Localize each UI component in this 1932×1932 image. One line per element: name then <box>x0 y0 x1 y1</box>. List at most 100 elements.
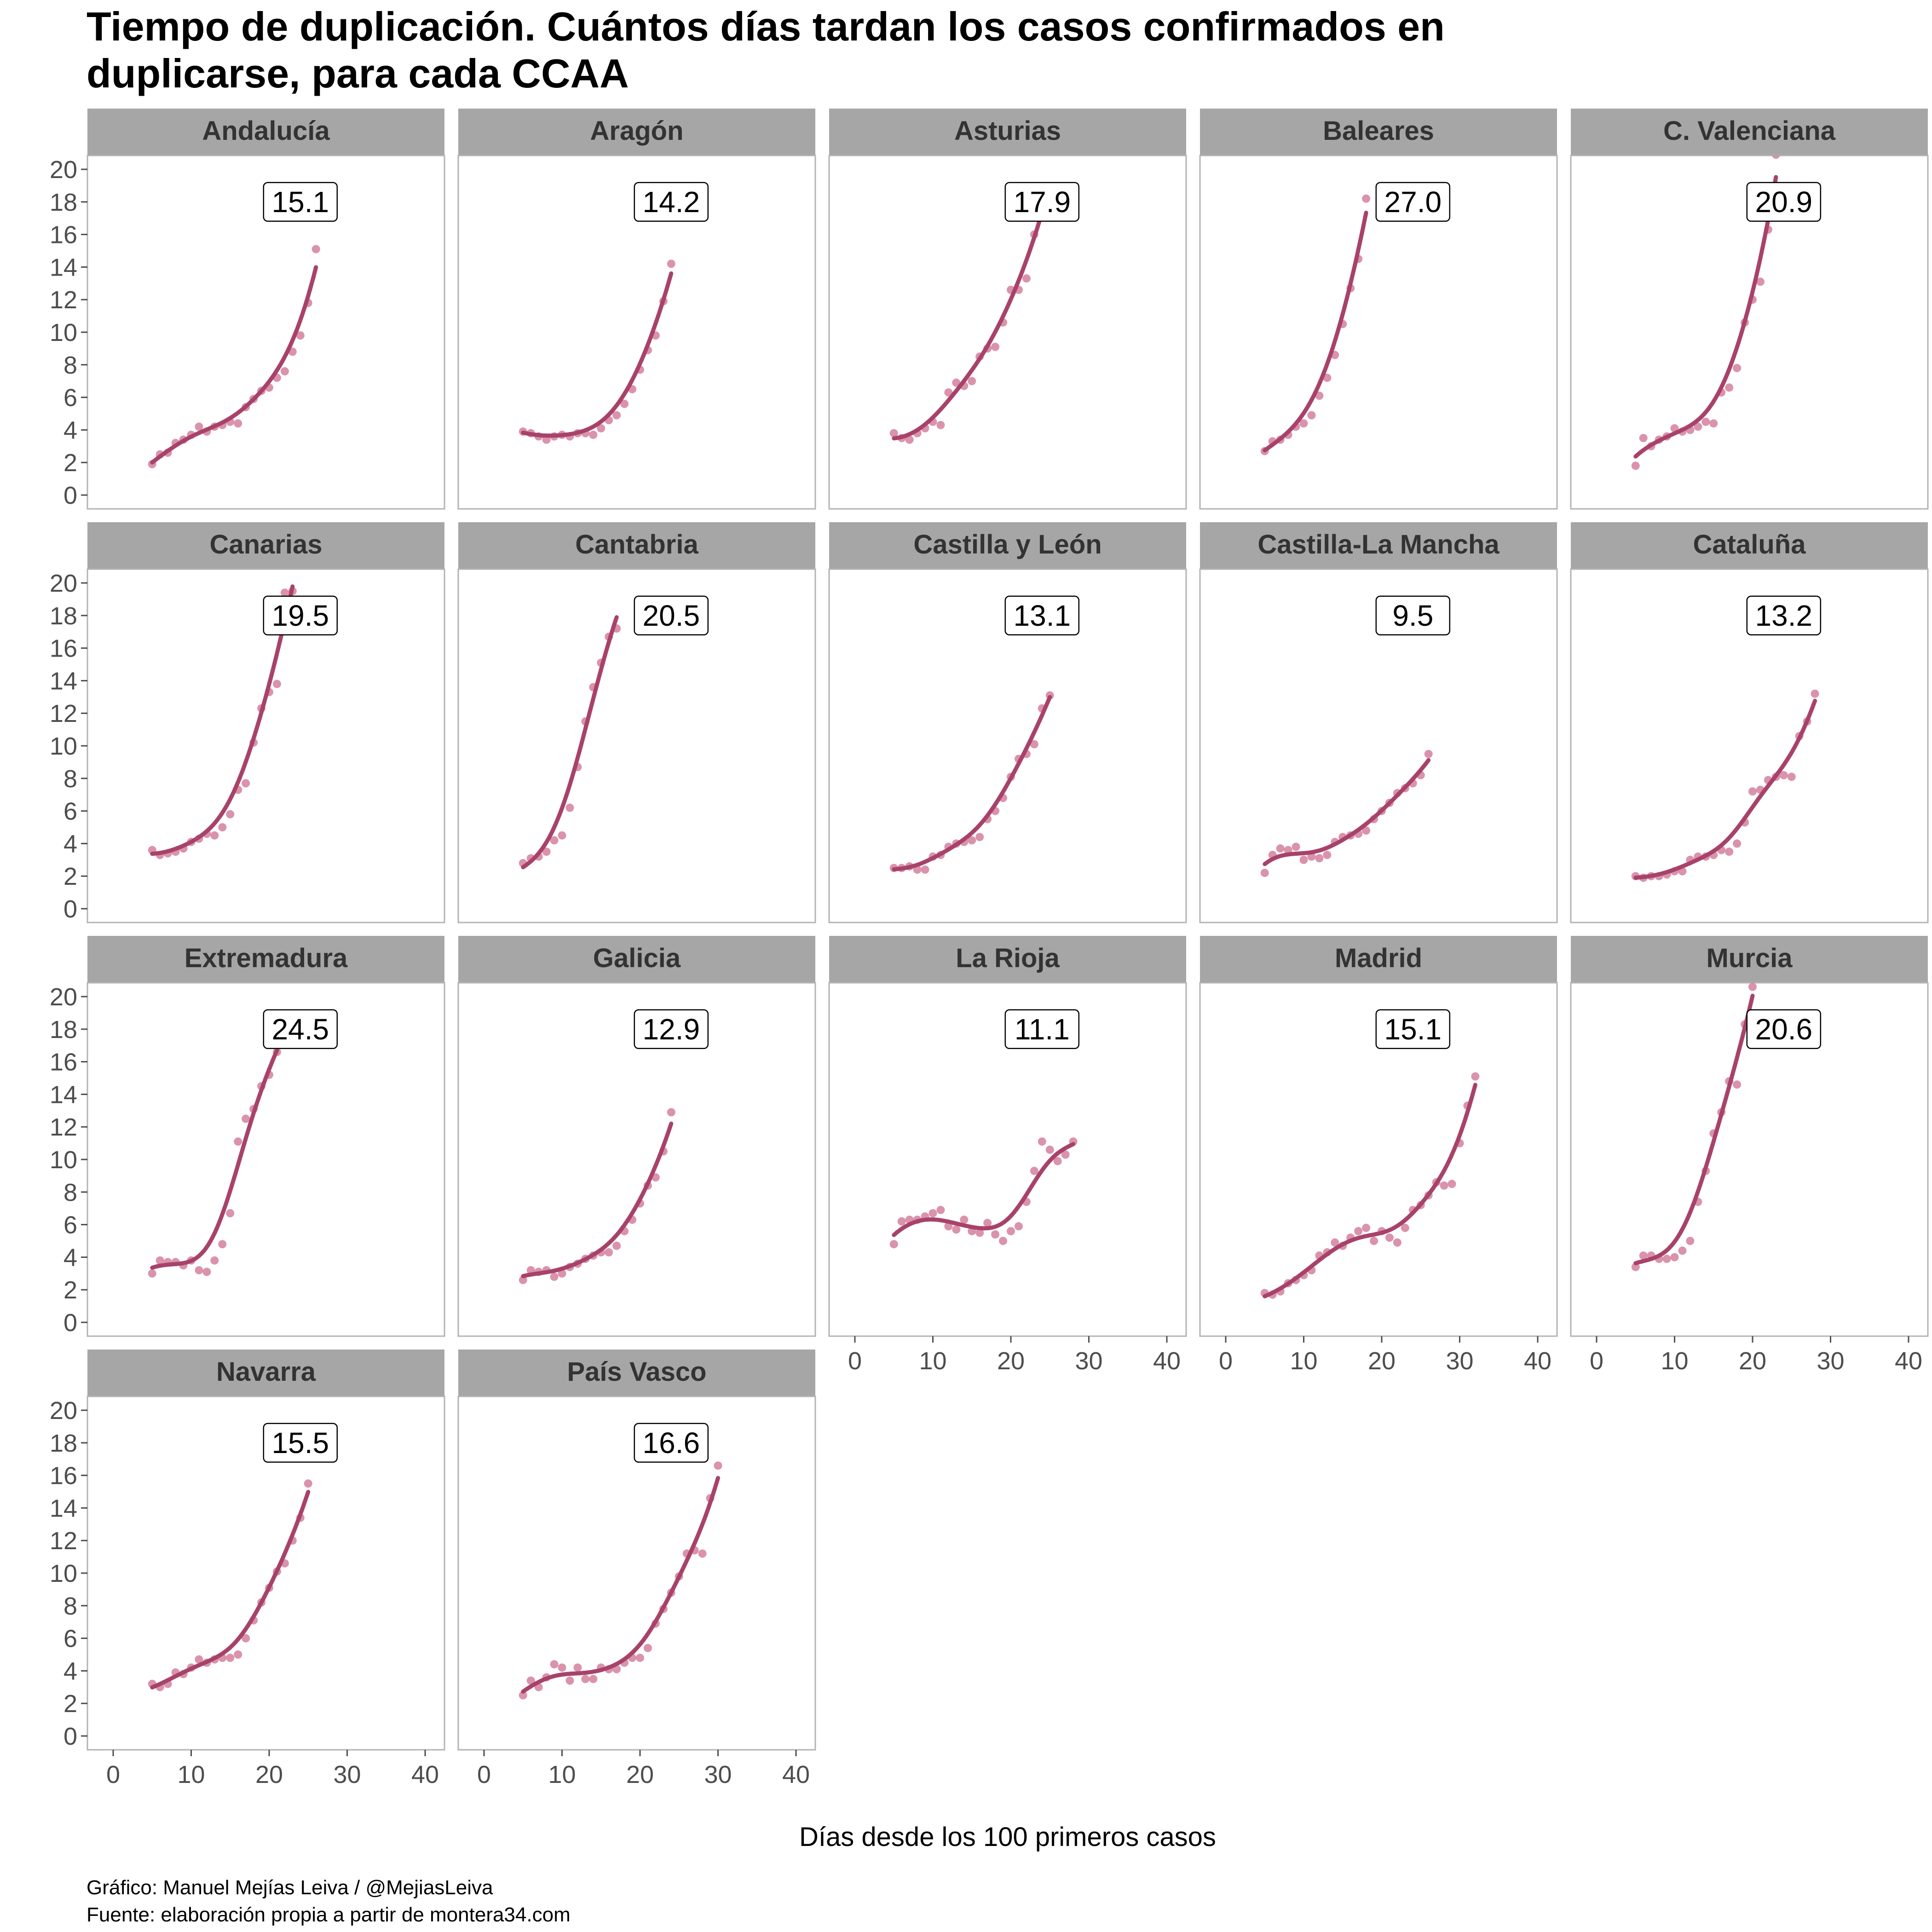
y-tick-label: 0 <box>63 482 77 509</box>
data-point <box>936 421 945 429</box>
trend-line <box>150 1490 311 1690</box>
y-tick-label: 16 <box>50 1049 77 1076</box>
value-label: 15.1 <box>1375 1009 1451 1050</box>
data-point <box>1315 392 1324 400</box>
strip-label: Castilla y León <box>913 530 1102 559</box>
data-point <box>1440 1181 1448 1190</box>
trend-line <box>1633 993 1755 1265</box>
data-point <box>311 245 320 254</box>
panel-marks <box>148 245 320 468</box>
panel-marks <box>519 1108 675 1284</box>
chart-title-line-1: Tiempo de duplicación. Cuántos días tard… <box>87 4 1445 49</box>
value-label: 17.9 <box>1004 182 1080 222</box>
value-label-box <box>1375 1009 1451 1050</box>
strip-background <box>1571 109 1928 156</box>
x-tick-label: 0 <box>1590 1347 1603 1375</box>
panel-marks <box>519 260 675 444</box>
data-point <box>983 1219 992 1228</box>
data-point <box>1662 1254 1671 1263</box>
strip-background <box>829 522 1186 569</box>
panel-4: C. Valenciana 20.9 <box>1570 109 1929 510</box>
trend-line <box>892 695 1052 871</box>
data-point <box>1014 1222 1023 1231</box>
y-tick-label: 8 <box>63 352 77 379</box>
y-tick-label: 6 <box>63 798 77 825</box>
strip-background <box>829 936 1186 983</box>
data-point <box>1315 854 1324 863</box>
y-tick-label: 6 <box>63 1625 77 1653</box>
panel-border <box>1570 982 1929 1337</box>
panel-marks <box>1631 689 1819 882</box>
data-point <box>565 803 574 812</box>
value-label-text: 17.9 <box>1014 185 1071 219</box>
panel-border <box>1199 568 1558 923</box>
panel-9: Cataluña 13.2 <box>1570 522 1929 923</box>
data-point <box>1725 848 1734 856</box>
data-point <box>1331 1238 1339 1247</box>
data-point <box>1424 750 1433 758</box>
y-tick-label: 16 <box>50 221 77 249</box>
x-tick-label: 10 <box>1661 1347 1688 1375</box>
data-point <box>944 388 953 397</box>
data-point <box>1362 1223 1371 1232</box>
data-point <box>968 377 976 386</box>
value-label: 13.1 <box>1004 595 1080 636</box>
data-point <box>210 831 219 840</box>
value-label: 15.5 <box>263 1423 338 1463</box>
x-tick-label: 40 <box>1524 1347 1551 1375</box>
panel-5: Canarias 19.5 0 2 4 6 8 10 12 14 16 18 20 <box>50 522 445 923</box>
panel-marks <box>519 615 621 870</box>
value-label-box <box>1746 595 1822 636</box>
data-point <box>1709 419 1718 428</box>
x-tick-label: 10 <box>548 1761 576 1788</box>
data-point <box>921 865 929 874</box>
panel-border <box>457 1396 816 1751</box>
value-label-box <box>1004 595 1080 636</box>
data-point <box>581 1675 590 1684</box>
trend-line <box>892 210 1044 441</box>
panel-border <box>828 568 1187 923</box>
strip-background <box>458 522 815 569</box>
x-axis-title: Días desde los 100 primeros casos <box>799 1822 1216 1852</box>
trend-line <box>1263 1083 1477 1298</box>
data-point <box>226 1654 235 1662</box>
y-tick-label: 6 <box>63 384 77 412</box>
value-label: 12.9 <box>634 1009 709 1050</box>
value-label-box <box>1004 1009 1080 1050</box>
panel-2: Asturias 17.9 <box>828 109 1187 510</box>
data-point <box>1038 1137 1046 1146</box>
x-tick-label: 40 <box>782 1761 810 1788</box>
data-point <box>1307 411 1316 420</box>
data-point <box>1631 1263 1640 1271</box>
data-point <box>1022 274 1031 283</box>
value-label-text: 19.5 <box>272 599 329 632</box>
value-label-text: 20.5 <box>643 599 700 632</box>
y-tick-label: 10 <box>50 1146 77 1174</box>
panel-marks <box>889 1137 1078 1249</box>
value-label-box <box>1746 182 1822 222</box>
data-point <box>1733 839 1742 848</box>
trend-line <box>892 1142 1076 1237</box>
data-point <box>1694 422 1702 431</box>
y-tick-label: 2 <box>63 449 77 477</box>
strip-label: Murcia <box>1707 943 1793 973</box>
x-tick-label: 30 <box>1075 1347 1102 1375</box>
value-label: 24.5 <box>263 1009 338 1050</box>
data-point <box>1370 1237 1378 1245</box>
panel-marks <box>519 1461 722 1700</box>
data-point <box>558 1269 566 1278</box>
data-point <box>605 1248 613 1257</box>
data-point <box>636 1654 644 1662</box>
y-tick-label: 4 <box>63 416 77 444</box>
data-point <box>195 1266 203 1275</box>
panel-6: Cantabria 20.5 <box>457 522 816 923</box>
data-point <box>519 1275 527 1284</box>
value-label-text: 20.9 <box>1755 185 1813 219</box>
x-tick-label: 20 <box>255 1761 283 1788</box>
x-tick-label: 40 <box>411 1761 439 1788</box>
y-tick-label: 20 <box>50 983 77 1011</box>
value-label-text: 16.6 <box>643 1426 700 1459</box>
value-label: 9.5 <box>1375 595 1451 636</box>
value-label-text: 14.2 <box>643 185 700 219</box>
strip-background <box>87 936 444 983</box>
